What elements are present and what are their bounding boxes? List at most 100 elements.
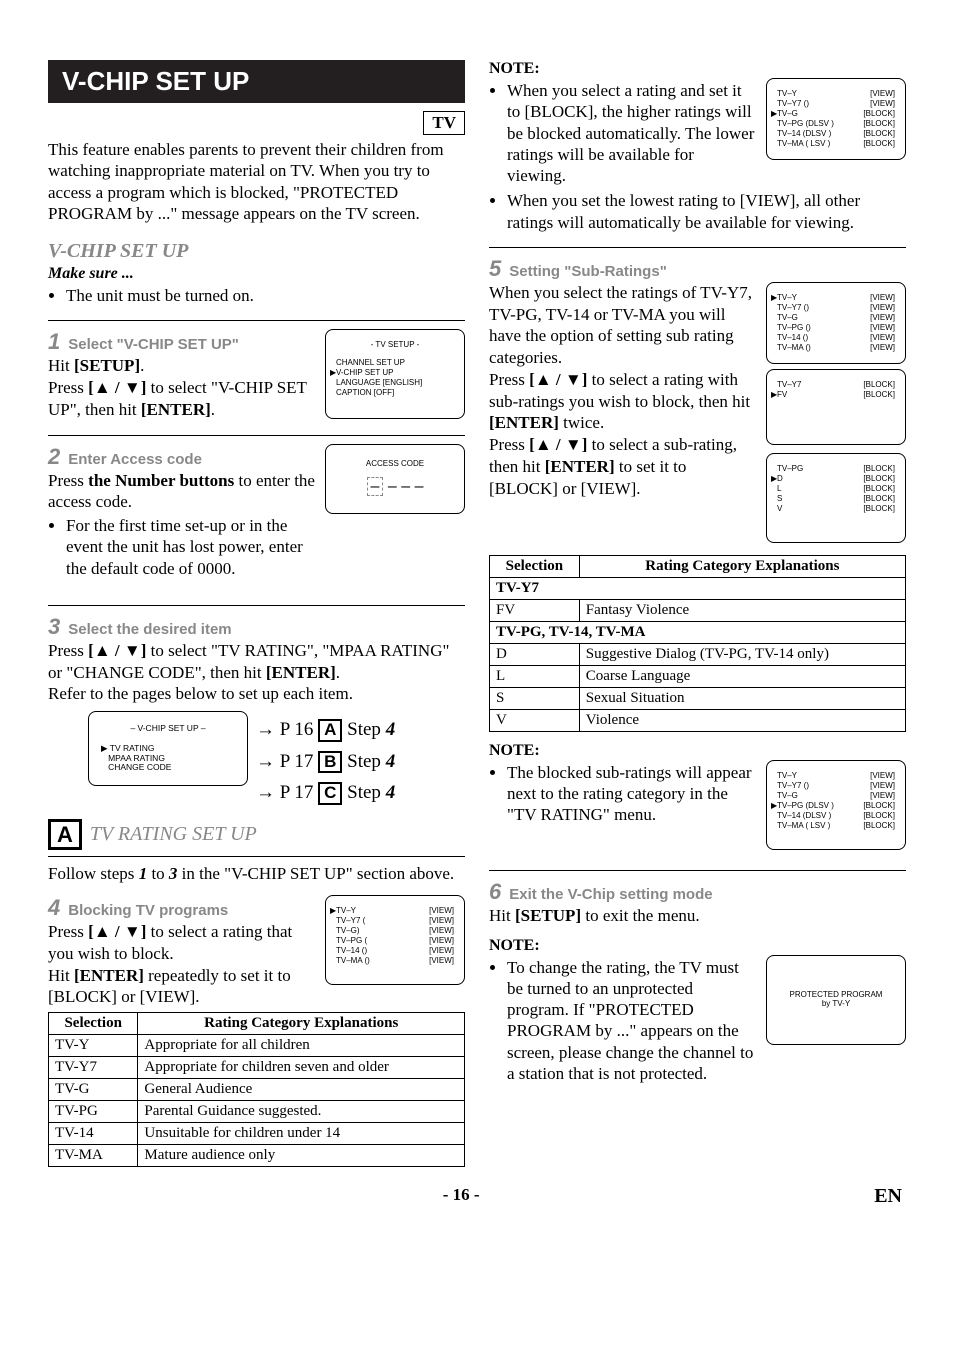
osd-title: - TV SETUP - bbox=[336, 340, 454, 350]
key: [SETUP] bbox=[515, 906, 581, 925]
step-num: 3 bbox=[48, 614, 60, 639]
key: [▲ / ▼] bbox=[88, 641, 146, 660]
intro-text: This feature enables parents to prevent … bbox=[48, 139, 465, 224]
osd-item: CAPTION [OFF] bbox=[336, 388, 394, 397]
bullet: When you set the lowest rating to [VIEW]… bbox=[507, 190, 906, 233]
make-sure-list: The unit must be turned on. bbox=[48, 285, 465, 306]
group-row: TV-PG, TV-14, TV-MA bbox=[490, 621, 906, 643]
lang-code: EN bbox=[874, 1185, 902, 1208]
txt: Press bbox=[48, 471, 88, 490]
key: [ENTER] bbox=[266, 663, 336, 682]
sub-rating-table: SelectionRating Category Explanations TV… bbox=[489, 555, 906, 732]
osd-access-code: ACCESS CODE – – – – bbox=[325, 444, 465, 514]
osd-rating-view: ▶TV–Y[VIEW]TV–Y7 ([VIEW]TV–G)[VIEW]TV–PG… bbox=[325, 895, 465, 985]
step-4: 4 Blocking TV programs Press [▲ / ▼] to … bbox=[48, 895, 465, 1008]
page-number: - 16 - bbox=[443, 1185, 480, 1204]
key: [▲ / ▼] bbox=[529, 370, 587, 389]
txt: . bbox=[211, 400, 215, 419]
tv-badge: TV bbox=[423, 111, 465, 135]
osd-tv-setup: - TV SETUP - CHANNEL SET UP ▶V-CHIP SET … bbox=[325, 329, 465, 419]
step-6: 6 Exit the V-Chip setting mode Hit [SETU… bbox=[489, 879, 906, 927]
txt: When you select the ratings of TV-Y7, TV… bbox=[489, 283, 752, 367]
step-num: 1 bbox=[48, 329, 60, 354]
key: the Number buttons bbox=[88, 471, 234, 490]
make-sure-item: The unit must be turned on. bbox=[66, 285, 465, 306]
key: [SETUP] bbox=[74, 356, 140, 375]
step-3: 3 Select the desired item Press [▲ / ▼] … bbox=[48, 614, 465, 805]
step-label: Exit the V-Chip setting mode bbox=[509, 886, 712, 903]
note-label: NOTE: bbox=[489, 742, 906, 760]
page-ref: → P 16 A Step 4 bbox=[256, 719, 395, 742]
txt: twice. bbox=[559, 413, 604, 432]
osd-item: V-CHIP SET UP bbox=[336, 368, 394, 377]
td: FV bbox=[490, 599, 580, 621]
osd-title: – V-CHIP SET UP – bbox=[101, 724, 235, 734]
key: [▲ / ▼] bbox=[88, 922, 146, 941]
bullet: For the first time set-up or in the even… bbox=[66, 515, 317, 579]
step-5: 5 Setting "Sub-Ratings" When you select … bbox=[489, 256, 906, 543]
osd-item: CHANGE CODE bbox=[108, 762, 171, 772]
td: Fantasy Violence bbox=[579, 599, 905, 621]
step-label: Enter Access code bbox=[68, 451, 202, 468]
sub-heading: TV RATING SET UP bbox=[90, 823, 257, 846]
th: Selection bbox=[490, 555, 580, 577]
osd-item: TV RATING bbox=[110, 743, 155, 753]
step-label: Select "V-CHIP SET UP" bbox=[68, 336, 239, 353]
key: [ENTER] bbox=[545, 457, 615, 476]
a-intro: Follow steps 1 to 3 in the "V-CHIP SET U… bbox=[48, 863, 465, 885]
th: Selection bbox=[49, 1013, 138, 1035]
txt: PROTECTED PROGRAM bbox=[767, 990, 905, 999]
note-label: NOTE: bbox=[489, 60, 906, 78]
txt: Press bbox=[48, 922, 88, 941]
left-column: V-CHIP SET UP TV This feature enables pa… bbox=[48, 60, 465, 1167]
footer: - 16 - EN bbox=[48, 1185, 906, 1205]
right-column: NOTE: When you select a rating and set i… bbox=[489, 60, 906, 1167]
bullet: The blocked sub-ratings will appear next… bbox=[507, 762, 756, 826]
osd-subrating-a: ▶TV–Y[VIEW]TV–Y7 ()[VIEW]TV–G[VIEW]TV–PG… bbox=[766, 282, 906, 364]
key: [ENTER] bbox=[141, 400, 211, 419]
step-num: 6 bbox=[489, 879, 501, 904]
page-ref: → P 17 B Step 4 bbox=[256, 751, 395, 774]
key: [▲ / ▼] bbox=[529, 435, 587, 454]
step-label: Setting "Sub-Ratings" bbox=[509, 263, 667, 280]
step-label: Select the desired item bbox=[68, 621, 231, 638]
osd-item: MPAA RATING bbox=[108, 753, 165, 763]
txt: by TV-Y bbox=[767, 999, 905, 1008]
txt: Press bbox=[489, 370, 529, 389]
txt: Hit bbox=[48, 356, 74, 375]
osd-subrating-c: TV–PG[BLOCK]▶D[BLOCK]L[BLOCK]S[BLOCK]V[B… bbox=[766, 453, 906, 543]
osd-subrating-b: TV–Y7[BLOCK]▶FV[BLOCK] bbox=[766, 369, 906, 445]
step-num: 5 bbox=[489, 256, 501, 281]
txt: Press bbox=[489, 435, 529, 454]
key: [ENTER] bbox=[74, 966, 144, 985]
osd-protected: PROTECTED PROGRAM by TV-Y bbox=[766, 955, 906, 1045]
osd-vchip-menu: – V-CHIP SET UP – ▶ TV RATING MPAA RATIN… bbox=[88, 711, 248, 786]
a-section-header: A TV RATING SET UP bbox=[48, 819, 465, 850]
txt: Press bbox=[48, 378, 88, 397]
step-num: 4 bbox=[48, 895, 60, 920]
osd-subrating-result: TV–Y[VIEW]TV–Y7 ()[VIEW]TV–G[VIEW]▶TV–PG… bbox=[766, 760, 906, 850]
bullet: To change the rating, the TV must be tur… bbox=[507, 957, 756, 1085]
section-title: V-CHIP SET UP bbox=[48, 240, 465, 263]
th: Rating Category Explanations bbox=[579, 555, 905, 577]
txt: Hit bbox=[489, 906, 515, 925]
key: [ENTER] bbox=[489, 413, 559, 432]
make-sure-heading: Make sure ... bbox=[48, 265, 465, 283]
step-2: 2 Enter Access code Press the Number but… bbox=[48, 444, 465, 591]
txt: Refer to the pages below to set up each … bbox=[48, 683, 465, 705]
key: [▲ / ▼] bbox=[88, 378, 146, 397]
step-num: 2 bbox=[48, 444, 60, 469]
txt: to exit the menu. bbox=[581, 906, 700, 925]
txt: . bbox=[140, 356, 144, 375]
txt: Press bbox=[48, 641, 88, 660]
page-title: V-CHIP SET UP bbox=[48, 60, 465, 103]
page-ref: → P 17 C Step 4 bbox=[256, 782, 395, 805]
note-label: NOTE: bbox=[489, 937, 906, 955]
rating-table: SelectionRating Category Explanations TV… bbox=[48, 1012, 465, 1167]
osd-block-example: TV–Y[VIEW]TV–Y7 ()[VIEW]▶TV–G[BLOCK]TV–P… bbox=[766, 78, 906, 160]
osd-item: LANGUAGE [ENGLISH] bbox=[336, 378, 422, 387]
txt: . bbox=[336, 663, 340, 682]
osd-title: ACCESS CODE bbox=[336, 459, 454, 469]
th: Rating Category Explanations bbox=[138, 1013, 465, 1035]
group-row: TV-Y7 bbox=[490, 577, 906, 599]
